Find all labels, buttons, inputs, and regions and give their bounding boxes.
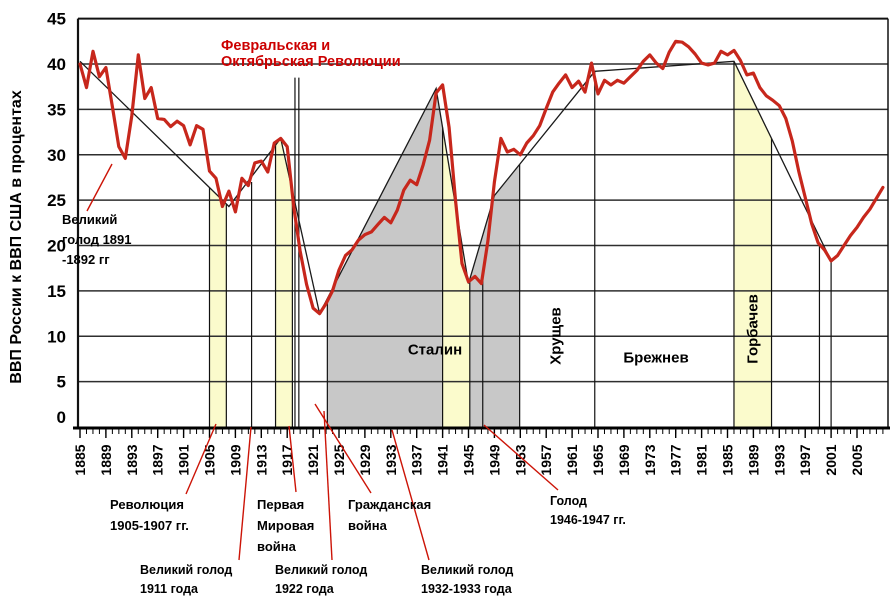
x-tick-label: 1993 bbox=[771, 444, 787, 475]
x-tick-label: 1933 bbox=[383, 444, 399, 475]
x-tick-label: 1929 bbox=[357, 444, 373, 475]
y-tick-label: 45 bbox=[47, 10, 66, 29]
annotation-leader-line bbox=[391, 429, 430, 561]
x-tick-label: 2005 bbox=[849, 444, 865, 475]
annotation-famine-1922: Великий голод 1922 года bbox=[275, 561, 367, 599]
x-tick-label: 1957 bbox=[538, 444, 554, 475]
y-tick-label: 5 bbox=[57, 373, 66, 392]
x-tick-label: 1937 bbox=[409, 444, 425, 475]
x-tick-label: 1977 bbox=[668, 444, 684, 475]
annotation-line: -1892 гг bbox=[62, 252, 110, 267]
x-tick-label: 1945 bbox=[461, 444, 477, 475]
event-band bbox=[442, 127, 470, 427]
annotation-line: Октябрьская Революции bbox=[221, 54, 401, 70]
annotation-line: Великий голод bbox=[421, 563, 514, 577]
annotation-famine-1946-1947: Голод 1946-1947 гг. bbox=[550, 492, 626, 530]
x-tick-label: 1901 bbox=[176, 444, 192, 475]
event-band bbox=[734, 61, 772, 428]
annotation-line: Голод bbox=[550, 494, 587, 508]
y-tick-label: 20 bbox=[47, 237, 66, 256]
annotation-revolution-1905-1907: Революция 1905-1907 гг. bbox=[110, 494, 189, 536]
annotation-leader-line bbox=[86, 163, 113, 212]
x-tick-label: 1961 bbox=[564, 444, 580, 475]
era-label-stalin: Сталин bbox=[407, 341, 463, 359]
x-tick-label: 1965 bbox=[590, 444, 606, 475]
era-label-gorbachev: Горбачев bbox=[744, 294, 762, 364]
x-tick-label: 1897 bbox=[150, 444, 166, 475]
y-tick-label: 10 bbox=[47, 327, 66, 346]
annotation-famine-1932-1933: Великий голод 1932-1933 года bbox=[421, 561, 513, 599]
x-tick-label: 1997 bbox=[797, 444, 813, 475]
x-tick-label: 1909 bbox=[227, 444, 243, 475]
annotation-line: 1922 года bbox=[275, 582, 334, 596]
stalin-era-region bbox=[327, 88, 443, 427]
annotation-line: 1946-1947 гг. bbox=[550, 513, 626, 527]
x-tick-label: 1893 bbox=[124, 444, 140, 475]
x-tick-label: 1921 bbox=[305, 444, 321, 475]
x-tick-label: 1953 bbox=[512, 444, 528, 475]
x-tick-label: 1885 bbox=[72, 444, 88, 475]
y-tick-label: 35 bbox=[47, 100, 66, 119]
x-tick-label: 1913 bbox=[253, 444, 269, 475]
annotation-famine-1911: Великий голод 1911 года bbox=[140, 561, 232, 599]
y-tick-label: 25 bbox=[47, 191, 66, 210]
annotation-leader-line bbox=[483, 424, 559, 491]
x-tick-label: 1985 bbox=[720, 444, 736, 475]
annotation-line: война bbox=[348, 518, 387, 533]
annotation-civil-war: Гражданская война bbox=[348, 494, 431, 536]
annotation-world-war-one: Первая Мировая война bbox=[257, 494, 314, 557]
annotation-famine-1891-1892: Великий голод 1891 -1892 гг bbox=[62, 210, 132, 270]
annotation-line: Мировая bbox=[257, 518, 315, 533]
era-label-khrushchev: Хрущев bbox=[547, 307, 565, 365]
y-tick-label: 30 bbox=[47, 146, 66, 165]
annotation-line: война bbox=[257, 539, 296, 554]
annotation-line: голод 1891 bbox=[62, 232, 132, 247]
x-tick-label: 1973 bbox=[642, 444, 658, 475]
x-tick-label: 2001 bbox=[823, 444, 839, 475]
annotation-line: Февральская и bbox=[221, 38, 331, 54]
y-tick-label: 0 bbox=[57, 408, 66, 427]
annotation-line: Революция bbox=[110, 497, 184, 512]
era-label-brezhnev: Брежнев bbox=[623, 349, 689, 367]
annotation-line: 1932-1933 года bbox=[421, 582, 512, 596]
annotation-leader-line bbox=[323, 410, 333, 561]
annotation-leader-line bbox=[185, 423, 217, 495]
annotation-leader-line bbox=[288, 425, 297, 493]
annotation-line: Гражданская bbox=[348, 497, 432, 512]
y-tick-label: 40 bbox=[47, 55, 66, 74]
y-tick-label: 15 bbox=[47, 282, 66, 301]
annotation-line: Великий bbox=[62, 212, 118, 227]
gdp-ratio-curve bbox=[78, 39, 885, 316]
annotation-line: Великий голод bbox=[275, 563, 368, 577]
annotation-february-october-revolutions: Февральская и Октябрьская Революции bbox=[221, 38, 401, 70]
x-tick-label: 1941 bbox=[435, 444, 451, 475]
annotation-line: Первая bbox=[257, 497, 305, 512]
x-tick-label: 1949 bbox=[486, 444, 502, 475]
y-axis-title: ВВП России к ВВП США в процентах bbox=[8, 90, 25, 384]
annotation-leader-line bbox=[238, 426, 252, 561]
x-tick-label: 1925 bbox=[331, 444, 347, 475]
x-tick-label: 1969 bbox=[616, 444, 632, 475]
x-tick-label: 1981 bbox=[694, 444, 710, 475]
event-band bbox=[209, 187, 227, 427]
x-tick-label: 1989 bbox=[745, 444, 761, 475]
x-tick-label: 1905 bbox=[202, 444, 218, 475]
stalin-era-region bbox=[469, 164, 520, 428]
annotation-line: Великий голод bbox=[140, 563, 233, 577]
x-tick-label: 1889 bbox=[98, 444, 114, 475]
event-band bbox=[275, 138, 293, 427]
annotation-line: 1905-1907 гг. bbox=[110, 518, 189, 533]
annotation-line: 1911 года bbox=[140, 582, 198, 596]
